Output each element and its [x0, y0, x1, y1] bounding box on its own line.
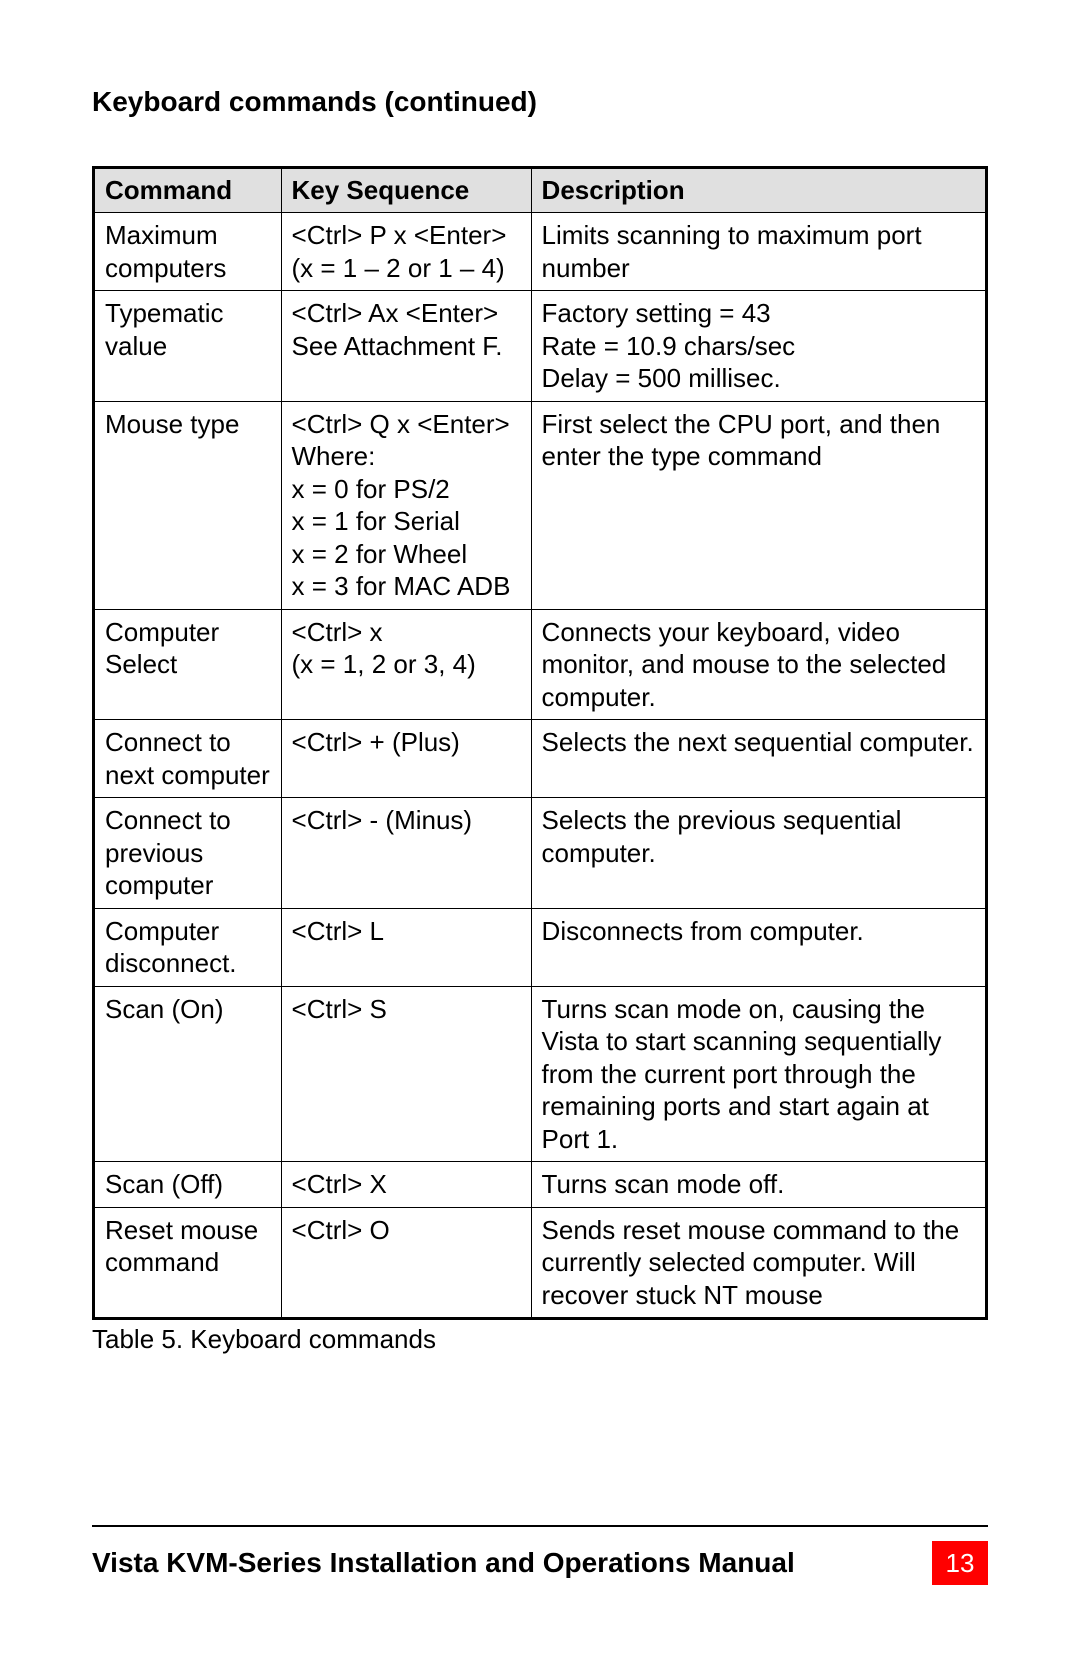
cell-command: Connect to previous computer — [94, 798, 282, 909]
cell-description: Selects the next sequential computer. — [531, 720, 986, 798]
cell-key-sequence: <Ctrl> S — [281, 986, 531, 1162]
table-row: Connect to previous computer <Ctrl> - (M… — [94, 798, 987, 909]
footer-rule — [92, 1525, 988, 1527]
cell-description: Limits scanning to maximum port number — [531, 213, 986, 291]
table-row: Computer disconnect. <Ctrl> L Disconnect… — [94, 908, 987, 986]
cell-command: Connect to next computer — [94, 720, 282, 798]
page: Keyboard commands (continued) Command Ke… — [0, 0, 1080, 1669]
table-row: Mouse type <Ctrl> Q x <Enter> Where: x =… — [94, 401, 987, 609]
table-header-command: Command — [94, 168, 282, 213]
cell-description: Selects the previous sequential computer… — [531, 798, 986, 909]
cell-command: Typematic value — [94, 291, 282, 402]
section-title: Keyboard commands (continued) — [92, 86, 988, 118]
cell-description: Turns scan mode off. — [531, 1162, 986, 1208]
table-row: Computer Select <Ctrl> x (x = 1, 2 or 3,… — [94, 609, 987, 720]
cell-description: Turns scan mode on, causing the Vista to… — [531, 986, 986, 1162]
cell-command: Computer Select — [94, 609, 282, 720]
cell-key-sequence: <Ctrl> - (Minus) — [281, 798, 531, 909]
table-header-key-sequence: Key Sequence — [281, 168, 531, 213]
cell-key-sequence: <Ctrl> O — [281, 1207, 531, 1319]
cell-command: Reset mouse command — [94, 1207, 282, 1319]
footer-row: Vista KVM-Series Installation and Operat… — [92, 1541, 988, 1585]
cell-description: Sends reset mouse command to the current… — [531, 1207, 986, 1319]
table-header-row: Command Key Sequence Description — [94, 168, 987, 213]
cell-command: Maximum computers — [94, 213, 282, 291]
cell-key-sequence: <Ctrl> Q x <Enter> Where: x = 0 for PS/2… — [281, 401, 531, 609]
cell-key-sequence: <Ctrl> Ax <Enter> See Attachment F. — [281, 291, 531, 402]
table-caption: Table 5. Keyboard commands — [92, 1324, 988, 1355]
cell-description: First select the CPU port, and then ente… — [531, 401, 986, 609]
cell-command: Scan (Off) — [94, 1162, 282, 1208]
page-number: 13 — [932, 1541, 988, 1585]
cell-key-sequence: <Ctrl> + (Plus) — [281, 720, 531, 798]
keyboard-commands-table: Command Key Sequence Description Maximum… — [92, 166, 988, 1320]
table-row: Scan (Off) <Ctrl> X Turns scan mode off. — [94, 1162, 987, 1208]
table-row: Maximum computers <Ctrl> P x <Enter> (x … — [94, 213, 987, 291]
table-row: Reset mouse command <Ctrl> O Sends reset… — [94, 1207, 987, 1319]
page-footer: Vista KVM-Series Installation and Operat… — [92, 1525, 988, 1585]
cell-description: Factory setting = 43 Rate = 10.9 chars/s… — [531, 291, 986, 402]
cell-command: Computer disconnect. — [94, 908, 282, 986]
footer-title: Vista KVM-Series Installation and Operat… — [92, 1547, 795, 1579]
table-row: Connect to next computer <Ctrl> + (Plus)… — [94, 720, 987, 798]
table-header-description: Description — [531, 168, 986, 213]
cell-command: Scan (On) — [94, 986, 282, 1162]
cell-description: Disconnects from computer. — [531, 908, 986, 986]
cell-key-sequence: <Ctrl> L — [281, 908, 531, 986]
cell-key-sequence: <Ctrl> x (x = 1, 2 or 3, 4) — [281, 609, 531, 720]
table-row: Scan (On) <Ctrl> S Turns scan mode on, c… — [94, 986, 987, 1162]
cell-command: Mouse type — [94, 401, 282, 609]
cell-key-sequence: <Ctrl> P x <Enter> (x = 1 – 2 or 1 – 4) — [281, 213, 531, 291]
table-row: Typematic value <Ctrl> Ax <Enter> See At… — [94, 291, 987, 402]
cell-description: Connects your keyboard, video monitor, a… — [531, 609, 986, 720]
cell-key-sequence: <Ctrl> X — [281, 1162, 531, 1208]
